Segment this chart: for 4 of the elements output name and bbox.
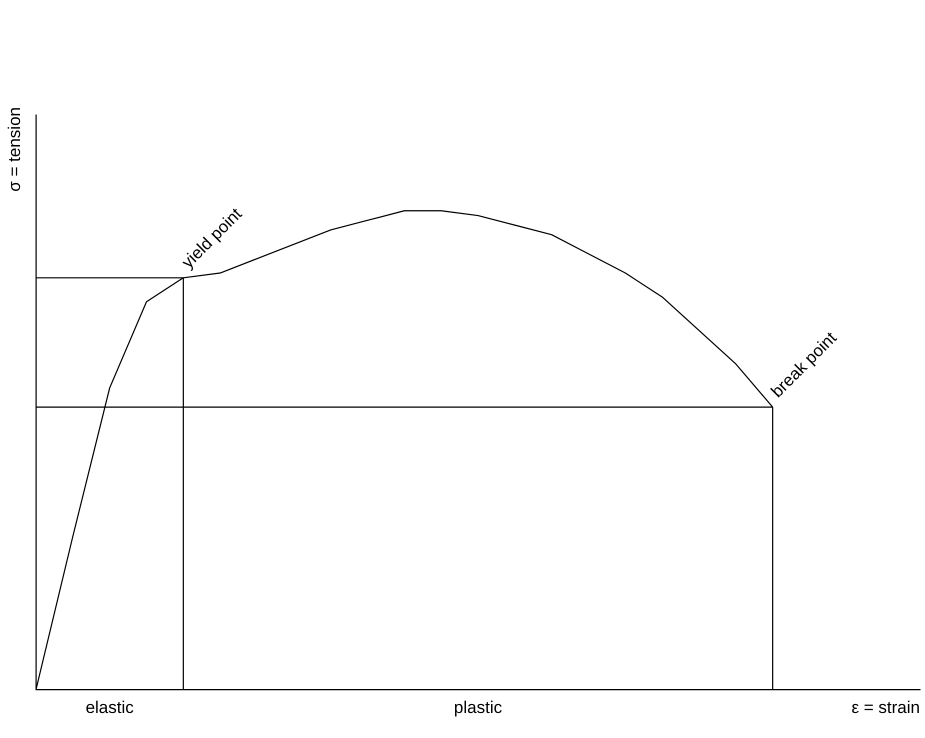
y-axis-title: σ = tension — [5, 107, 24, 192]
text: elastic — [86, 698, 134, 717]
text: plastic — [454, 698, 503, 717]
x-axis-title: ε = strain — [851, 698, 920, 717]
